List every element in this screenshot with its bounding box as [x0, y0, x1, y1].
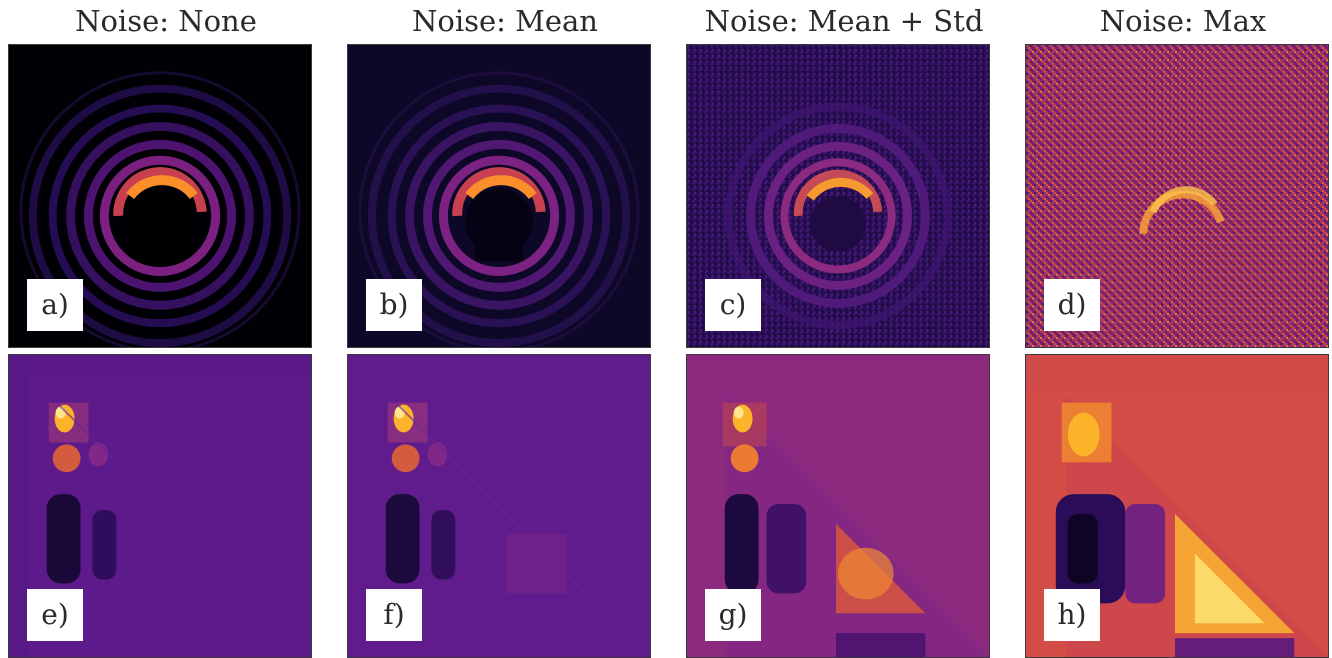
diffraction-panel-c: c) — [686, 44, 990, 348]
panel-label: e) — [27, 589, 83, 641]
panel-label: a) — [27, 279, 83, 331]
panel-label: g) — [705, 589, 761, 641]
panel-label: h) — [1044, 589, 1100, 641]
column-title-mean-std: Noise: Mean + Std — [704, 4, 984, 38]
column-title-mean: Noise: Mean — [412, 4, 598, 38]
correlation-panel-f: f) — [347, 354, 651, 658]
diffraction-panel-a: a) — [8, 44, 312, 348]
column-title-max: Noise: Max — [1099, 4, 1267, 38]
panel-label: f) — [366, 589, 422, 641]
panel-label: b) — [366, 279, 422, 331]
column-title-none: Noise: None — [75, 4, 257, 38]
correlation-panel-g: g) — [686, 354, 990, 658]
panel-label: c) — [705, 279, 761, 331]
correlation-panel-h: h) — [1025, 354, 1329, 658]
panel-label: d) — [1044, 279, 1100, 331]
correlation-panel-e: e) — [8, 354, 312, 658]
diffraction-panel-d: d) — [1025, 44, 1329, 348]
diffraction-panel-b: b) — [347, 44, 651, 348]
